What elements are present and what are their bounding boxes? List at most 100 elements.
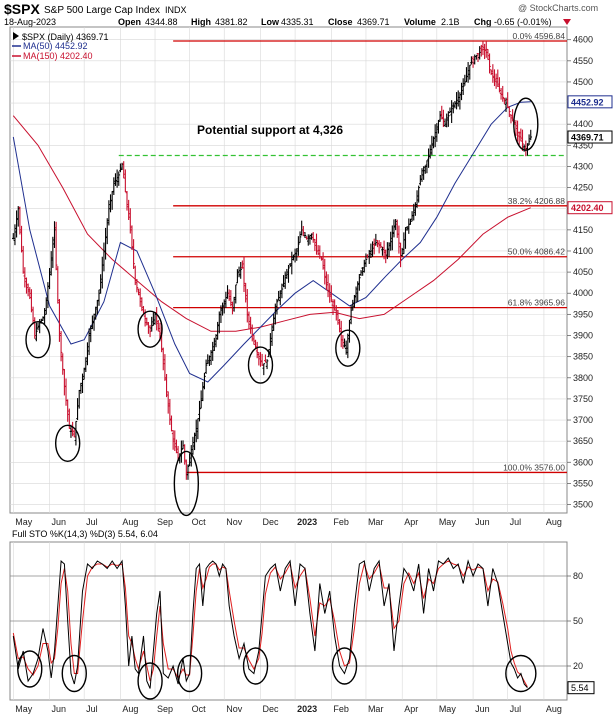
price-x-tick-label: Jun [475,517,490,527]
stochastic-y-axis: 20 50 80 [567,571,583,671]
circled-lows [25,97,539,517]
price-y-tick-label: 3850 [573,352,593,362]
price-y-tick-label: 4500 [573,77,593,87]
low-value: 4335.31 [281,17,314,27]
stochastic-d-line [12,560,528,688]
volume-label: Volume [404,17,436,27]
price-x-tick-label: Nov [226,517,243,527]
stochastic-x-tick-label: Jul [86,704,98,714]
price-x-tick-label: Jul [510,517,522,527]
down-triangle-icon [563,19,571,25]
highlight-circle [247,346,274,384]
highlight-circle [137,310,163,348]
price-x-tick-label: Apr [404,517,418,527]
last-value-tag-text: 4202.40 [571,203,604,213]
stochastic-highlight-circle [176,654,203,693]
stochastic-x-tick-label: Feb [333,704,349,714]
stochastic-tag-box [567,681,595,695]
price-y-tick-label: 4400 [573,119,593,129]
stochastic-k-line [12,557,528,689]
last-value-tag-box [567,95,613,109]
stochastic-last-tag: 5.54 [567,681,595,695]
stochastic-highlight-circle [505,654,537,693]
stochastic-y-tick-label: 50 [573,616,583,626]
stochastic-k-path [12,557,528,689]
price-y-tick-label: 4150 [573,225,593,235]
stochastic-x-tick-label: Nov [226,704,243,714]
last-value-tags: 4452.92 4369.71 4202.40 [567,95,613,215]
highlight-circle [54,424,81,462]
price-y-tick-label: 4100 [573,246,593,256]
chart-date: 18-Aug-2023 [4,17,56,27]
price-y-tick-label: 3550 [573,478,593,488]
stochastic-x-tick-label: May [439,704,457,714]
highlight-circle [335,329,361,367]
stochastic-x-tick-label: May [15,704,33,714]
price-y-tick-label: 4600 [573,35,593,45]
price-y-tick-label: 4000 [573,288,593,298]
stochastic-circled-lows [17,647,537,700]
price-x-tick-label: Dec [262,517,279,527]
symbol-label: $SPX [4,1,40,17]
last-value-tag-box [567,130,613,144]
legend-ma50: MA(50) 4452.92 [23,41,88,51]
legend-price: $SPX (Daily) 4369.71 [22,32,109,42]
stochastic-x-tick-label: Jul [510,704,522,714]
close-value: 4369.71 [357,17,390,27]
stochastic-y-tick-label: 80 [573,571,583,581]
fib-level-label: 50.0% 4086.42 [508,247,565,257]
chg-value: -0.65 (-0.01%) [494,17,552,27]
price-bars [11,41,533,480]
stochastic-d-path [12,560,528,688]
chg-label: Chg [474,17,492,27]
price-x-tick-label: Oct [192,517,207,527]
price-y-tick-label: 3900 [573,331,593,341]
low-label: Low [261,17,280,27]
close-label: Close [328,17,353,27]
stochastic-x-tick-label: Apr [404,704,418,714]
stochastic-x-tick-label: Aug [546,704,562,714]
exchange-label: INDX [165,5,187,15]
price-y-tick-label: 4300 [573,161,593,171]
highlight-circle [173,450,200,517]
price-y-tick-label: 3750 [573,394,593,404]
stochastic-x-tick-label: Mar [368,704,384,714]
stochastic-highlight-circle [331,647,358,685]
open-label: Open [118,17,141,27]
highlight-circle [513,97,539,151]
price-x-tick-label: 2023 [297,517,317,527]
stochastic-x-axis: May Jun Jul Aug Sep Oct Nov Dec 2023 Feb Mar Apr May… [15,704,562,714]
stochastic-x-tick-label: Jun [52,704,67,714]
stochastic-grid [10,542,567,700]
price-y-tick-label: 4050 [573,267,593,277]
price-legend-marker [13,32,19,40]
price-x-tick-label: Jul [86,517,98,527]
high-value: 4381.82 [215,17,248,27]
highlight-circle [25,321,51,359]
last-value-tag-text: 4452.92 [571,97,604,107]
price-y-tick-label: 4250 [573,183,593,193]
price-legend: $SPX (Daily) 4369.71 MA(50) 4452.92 MA(1… [12,32,109,61]
stochastic-title: Full STO %K(14,3) %D(3) 5.54, 6.04 [12,529,158,539]
price-x-tick-label: Jun [52,517,67,527]
support-annotation: Potential support at 4,326 [197,123,343,137]
last-value-tag-text: 4369.71 [571,133,604,143]
price-x-tick-label: May [439,517,457,527]
price-y-tick-label: 3800 [573,373,593,383]
price-x-axis: May Jun Jul Aug Sep Oct Nov Dec 2023 Feb Mar Apr May… [15,517,562,527]
stochastic-highlight-circle [242,647,269,685]
price-y-tick-label: 3500 [573,500,593,510]
fibonacci-levels: 0.0% 4596.84 38.2% 4206.88 50.0% 4086.42 61… [173,31,567,474]
price-x-tick-label: Mar [368,517,384,527]
price-y-tick-label: 3700 [573,415,593,425]
stochastic-x-tick-label: 2023 [297,704,317,714]
stochastic-x-tick-label: Dec [262,704,279,714]
legend-ma150: MA(150) 4202.40 [23,51,93,61]
stochastic-tag-text: 5.54 [571,683,589,693]
price-y-tick-label: 4350 [573,140,593,150]
watermark: @ StockCharts.com [518,3,598,13]
stochastic-x-tick-label: Oct [192,704,207,714]
price-y-tick-label: 3950 [573,309,593,319]
last-value-tag-box [567,201,613,215]
